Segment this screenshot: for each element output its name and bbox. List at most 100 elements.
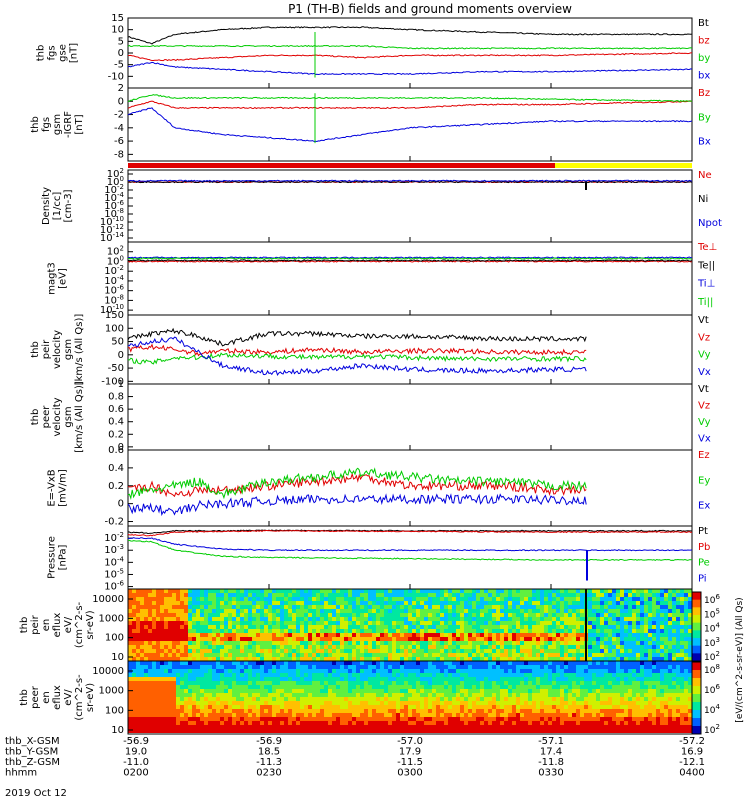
spectrogram-cell [128,709,132,713]
spectrogram-cell [172,629,176,633]
spectrogram-cell [456,625,460,629]
spectrogram-cell [568,589,572,593]
spectrogram-cell [464,713,468,717]
spectrogram-cell [628,597,632,601]
spectrogram-cell [224,649,228,653]
spectrogram-cell [544,709,548,713]
spectrogram-cell [648,637,652,641]
spectrogram-cell [140,641,144,645]
spectrogram-cell [596,705,600,709]
spectrogram-cell [656,617,660,621]
spectrogram-cell [408,689,412,693]
spectrogram-cell [628,605,632,609]
spectrogram-cell [188,721,192,725]
spectrogram-cell [536,705,540,709]
spectrogram-cell [328,605,332,609]
spectrogram-cell [336,721,340,725]
spectrogram-cell [512,669,516,673]
spectrogram-cell [356,645,360,649]
spectrogram-cell [532,729,536,733]
spectrogram-cell [408,613,412,617]
spectrogram-cell [152,605,156,609]
spectrogram-cell [140,605,144,609]
spectrogram-cell [232,589,236,593]
spectrogram-cell [168,589,172,593]
spectrogram-cell [576,717,580,721]
spectrogram-cell [380,657,384,661]
spectrogram-cell [292,637,296,641]
spectrogram-cell [172,677,176,681]
spectrogram-cell [244,601,248,605]
spectrogram-cell [136,673,140,677]
spectrogram-cell [200,657,204,661]
spectrogram-cell [400,625,404,629]
spectrogram-cell [580,681,584,685]
spectrogram-cell [676,625,680,629]
spectrogram-cell [208,705,212,709]
spectrogram-cell [660,617,664,621]
spectrogram-cell [372,725,376,729]
spectrogram-cell [504,641,508,645]
spectrogram-cell [560,705,564,709]
tick-exponent: 2 [120,167,124,175]
spectrogram-cell [372,657,376,661]
spectrogram-cell [532,617,536,621]
ylabel-line: thb [30,409,41,426]
spectrogram-cell [132,685,136,689]
spectrogram-cell [260,713,264,717]
spectrogram-cell [152,597,156,601]
spectrogram-cell [240,589,244,593]
ylabel-line: gsm [63,339,74,360]
spectrogram-cell [604,665,608,669]
spectrogram-cell [556,657,560,661]
spectrogram-cell [540,641,544,645]
spectrogram-cell [444,625,448,629]
spectrogram-cell [160,617,164,621]
spectrogram-cell [604,621,608,625]
spectrogram-cell [152,641,156,645]
spectrogram-cell [356,629,360,633]
spectrogram-cell [572,721,576,725]
spectrogram-cell [216,709,220,713]
spectrogram-cell [592,601,596,605]
spectrogram-cell [176,673,180,677]
spectrogram-cell [600,653,604,657]
spectrogram-cell [420,617,424,621]
spectrogram-cell [408,705,412,709]
spectrogram-cell [468,641,472,645]
spectrogram-cell [156,721,160,725]
spectrogram-cell [568,681,572,685]
spectrogram-cell [376,701,380,705]
spectrogram-cell [392,717,396,721]
spectrogram-cell [428,641,432,645]
spectrogram-cell [136,637,140,641]
spectrogram-cell [276,721,280,725]
spectrogram-cell [504,629,508,633]
spectrogram-cell [284,625,288,629]
spectrogram-cell [268,669,272,673]
panel-ylabel: Density[1/cc][cm-3] [41,187,74,225]
spectrogram-cell [660,601,664,605]
spectrogram-cell [432,709,436,713]
spectrogram-cell [388,609,392,613]
spectrogram-cell [236,669,240,673]
spectrogram-cell [380,669,384,673]
spectrogram-cell [344,629,348,633]
spectrogram-cell [376,685,380,689]
spectrogram-cell [524,617,528,621]
spectrogram-cell [164,677,168,681]
spectrogram-cell [536,665,540,669]
spectrogram-cell [224,593,228,597]
spectrogram-cell [508,653,512,657]
spectrogram-cell [252,717,256,721]
spectrogram-cell [292,669,296,673]
spectrogram-cell [272,621,276,625]
spectrogram-cell [280,693,284,697]
series-by [127,44,693,50]
spectrogram-cell [604,669,608,673]
spectrogram-cell [648,633,652,637]
spectrogram-cell [424,693,428,697]
spectrogram-cell [308,645,312,649]
spectrogram-cell [148,701,152,705]
spectrogram-cell [268,693,272,697]
